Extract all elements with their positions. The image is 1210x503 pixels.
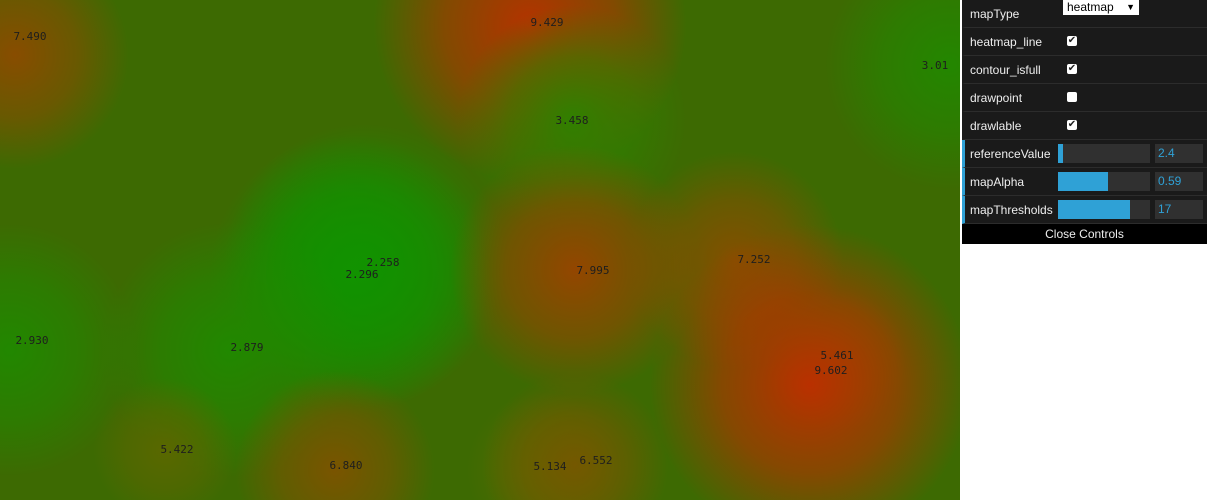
point-label: 2.258 xyxy=(366,256,399,269)
point-label: 9.429 xyxy=(530,16,563,29)
control-label: drawlable xyxy=(970,119,1022,133)
point-label: 5.422 xyxy=(160,443,193,456)
slider-fill xyxy=(1058,144,1063,163)
control-label: referenceValue xyxy=(970,147,1051,161)
heat-blob xyxy=(481,371,669,500)
control-row: drawpoint xyxy=(962,84,1207,112)
number-input[interactable]: 0.59 xyxy=(1155,172,1203,191)
control-label: mapThresholds xyxy=(970,203,1053,217)
select-box[interactable]: heatmap xyxy=(1063,0,1139,15)
heat-blob xyxy=(825,0,960,190)
control-row: referenceValue 2.4 xyxy=(962,140,1207,168)
control-label: contour_isfull xyxy=(970,63,1041,77)
heat-blob xyxy=(450,145,700,395)
control-rows: mapTypeheatmapheatmap_line✔contour_isful… xyxy=(962,0,1207,224)
checkbox[interactable]: ✔ xyxy=(1067,63,1077,74)
control-label: mapType xyxy=(970,7,1020,21)
point-label: 6.552 xyxy=(579,454,612,467)
checkbox[interactable]: ✔ xyxy=(1067,35,1077,46)
point-label: 6.840 xyxy=(329,459,362,472)
control-label: heatmap_line xyxy=(970,35,1043,49)
slider[interactable] xyxy=(1058,172,1150,191)
controls-panel: mapTypeheatmapheatmap_line✔contour_isful… xyxy=(962,0,1207,244)
point-label: 5.134 xyxy=(533,460,566,473)
control-label: drawpoint xyxy=(970,91,1023,105)
slider[interactable] xyxy=(1058,200,1150,219)
control-row: drawlable ✔ xyxy=(962,112,1207,140)
point-label: 2.930 xyxy=(15,334,48,347)
slider[interactable] xyxy=(1058,144,1150,163)
heat-blob xyxy=(93,378,237,500)
point-label: 7.995 xyxy=(576,264,609,277)
control-label: mapAlpha xyxy=(970,175,1025,189)
point-label: 7.490 xyxy=(13,30,46,43)
heat-blob xyxy=(235,370,435,500)
number-input[interactable]: 17 xyxy=(1155,200,1203,219)
control-row: mapAlpha 0.59 xyxy=(962,168,1207,196)
close-controls[interactable]: Close Controls xyxy=(962,224,1207,244)
heat-blob xyxy=(649,224,960,500)
point-label: 2.296 xyxy=(345,268,378,281)
control-row: mapType heatmap xyxy=(962,0,1207,28)
point-label: 3.458 xyxy=(555,114,588,127)
control-row: heatmap_line ✔ xyxy=(962,28,1207,56)
point-label: 7.252 xyxy=(737,253,770,266)
heat-blob xyxy=(0,0,129,169)
checkbox[interactable]: ✔ xyxy=(1067,119,1077,130)
slider-fill xyxy=(1058,172,1108,191)
number-input[interactable]: 2.4 xyxy=(1155,144,1203,163)
control-row: contour_isfull ✔ xyxy=(962,56,1207,84)
point-label: 3.01 xyxy=(922,59,949,72)
point-label: 9.602 xyxy=(814,364,847,377)
point-label: 5.461 xyxy=(820,349,853,362)
point-label: 2.879 xyxy=(230,341,263,354)
slider-fill xyxy=(1058,200,1130,219)
control-row: mapThresholds 17 xyxy=(962,196,1207,224)
heat-blob xyxy=(0,223,137,477)
checkbox[interactable] xyxy=(1067,92,1077,102)
